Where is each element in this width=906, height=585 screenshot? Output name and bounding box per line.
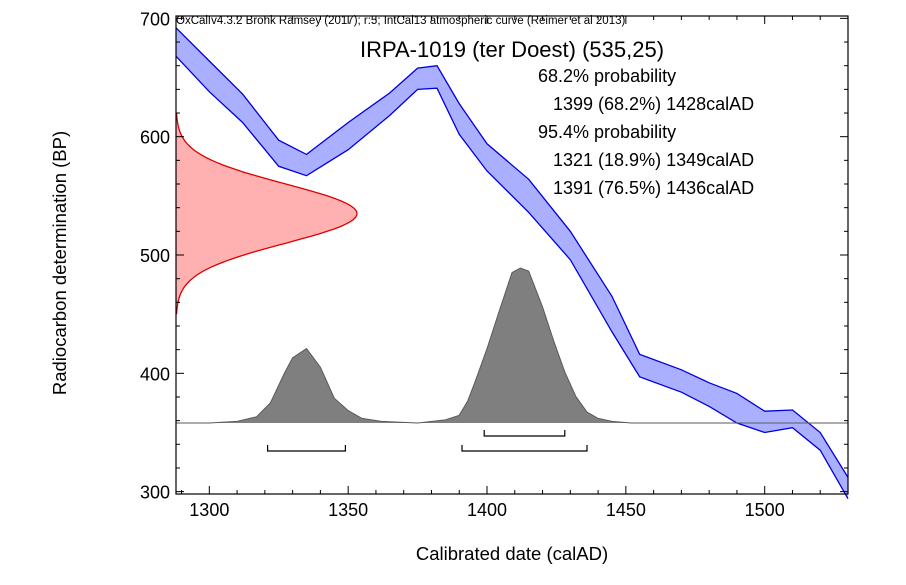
range-68-bracket [483,430,566,437]
range-95-bracket [267,445,346,452]
x-tick-label: 1500 [745,500,785,520]
range-95-bracket [461,445,588,452]
y-tick-label: 400 [140,364,170,384]
posterior-distribution-outline [176,267,848,424]
calibration-curve-lower [175,55,849,500]
y-tick-label: 600 [140,128,170,148]
range-68-heading: 68.2% probability [538,66,676,86]
x-tick-label: 1450 [606,500,646,520]
software-header: OxCal v4.3.2 Bronk Ramsey (2017); r:5; I… [176,15,625,27]
y-axis-label: Radiocarbon determination (BP) [49,131,70,395]
chart-title: IRPA-1019 (ter Doest) (535,25) [360,37,664,62]
x-tick-label: 1350 [328,500,368,520]
x-axis-label: Calibrated date (calAD) [416,543,608,564]
calibration-curve-upper [175,27,849,478]
calibration-curve-band [176,27,848,499]
y-tick-label: 300 [140,483,170,503]
chart-labels: OxCal v4.3.2 Bronk Ramsey (2017); r:5; I… [49,15,754,564]
x-tick-label: 1400 [467,500,507,520]
axes: 1300 1350 1400 1450 1500 300 400 500 600 700 [140,9,849,520]
x-tick-label: 1300 [189,500,229,520]
probability-range-brackets [267,430,588,452]
range-95-item: 1321 (18.9%) 1349calAD [553,150,754,170]
range-95-heading: 95.4% probability [538,122,676,142]
posterior-distribution-layer [176,267,848,424]
calibration-curve-layer [175,27,849,500]
range-68-item: 1399 (68.2%) 1428calAD [553,94,754,114]
radiocarbon-distribution-layer [175,112,358,315]
y-tick-label: 500 [140,246,170,266]
radiocarbon-distribution-outline [175,112,358,315]
radiocarbon-distribution-fill [176,113,357,315]
posterior-distribution-fill [176,268,848,423]
range-95-item: 1391 (76.5%) 1436calAD [553,178,754,198]
y-tick-label: 700 [140,9,170,29]
